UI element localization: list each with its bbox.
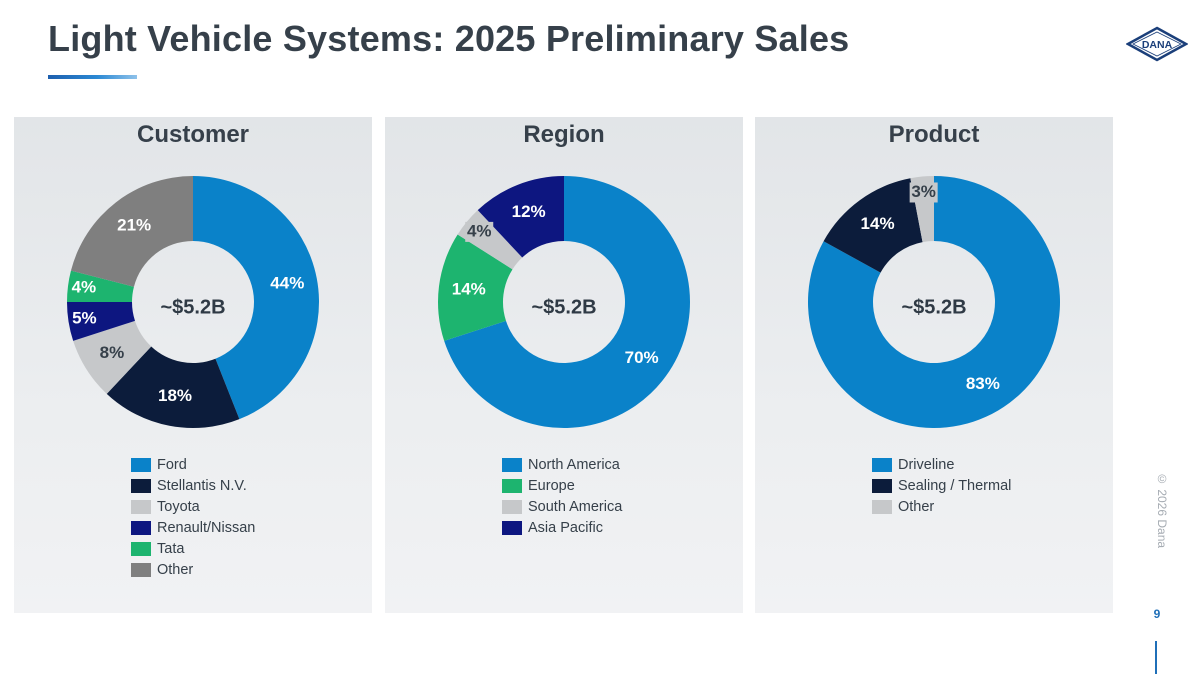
logo-text: DANA bbox=[1142, 39, 1173, 51]
legend-label: Tata bbox=[157, 540, 185, 557]
page-number-bar bbox=[1155, 641, 1157, 674]
title-underline bbox=[48, 75, 137, 79]
customer-slice-renault-nissan bbox=[67, 302, 135, 341]
customer-value-label-stellantis-n-v: 18% bbox=[158, 386, 192, 405]
region-legend: North America Europe South America Asia Pac… bbox=[502, 454, 622, 538]
customer-donut-chart: ~$5.2B 44% 18% 8%5% 4% 21% bbox=[67, 176, 320, 428]
legend-label: Renault/Nissan bbox=[157, 519, 256, 536]
customer-value-label-toyota: 8% bbox=[100, 343, 125, 362]
region-slice-europe bbox=[438, 234, 513, 341]
legend-swatch bbox=[131, 541, 151, 556]
customer-legend-item-tata: Tata bbox=[131, 538, 255, 559]
legend-swatch bbox=[502, 457, 522, 472]
legend-label: Europe bbox=[528, 477, 575, 494]
region-value-label-north-america: 70% bbox=[625, 348, 659, 367]
legend-label: Other bbox=[157, 561, 194, 578]
product-value-label-driveline: 83% bbox=[966, 374, 1000, 393]
legend-label: Driveline bbox=[898, 456, 955, 473]
legend-swatch bbox=[502, 478, 522, 493]
legend-swatch bbox=[872, 499, 892, 514]
product-value-label-other: 3% bbox=[911, 182, 936, 201]
customer-legend-item-toyota: Toyota bbox=[131, 496, 255, 517]
region-donut-chart: ~$5.2B 70% 14% 4% 12% bbox=[438, 176, 690, 429]
region-legend-item-europe: Europe bbox=[502, 475, 622, 496]
customer-legend-item-stellantis-n-v: Stellantis N.V. bbox=[131, 475, 255, 496]
customer-slice-other bbox=[70, 176, 193, 287]
customer-value-label-renault-nissan: 5% bbox=[72, 309, 97, 328]
customer-value-label-other: 21% bbox=[117, 216, 151, 235]
region-slice-asia-pacific bbox=[477, 176, 564, 258]
region-chart-title: Region bbox=[523, 121, 605, 148]
legend-label: North America bbox=[528, 456, 620, 473]
customer-value-label-ford: 44% bbox=[270, 273, 304, 292]
legend-swatch bbox=[131, 499, 151, 514]
product-label-bg-other bbox=[909, 182, 938, 203]
region-value-label-europe: 14% bbox=[452, 279, 486, 298]
dana-logo: DANA bbox=[1126, 26, 1188, 62]
region-legend-item-south-america: South America bbox=[502, 496, 622, 517]
customer-legend-item-ford: Ford bbox=[131, 454, 255, 475]
legend-label: Toyota bbox=[157, 498, 200, 515]
customer-legend-item-other: Other bbox=[131, 559, 255, 580]
product-donut-chart: ~$5.2B 83% 14% 3% bbox=[808, 176, 1060, 428]
product-chart-title: Product bbox=[888, 121, 980, 148]
legend-swatch bbox=[131, 478, 151, 493]
legend-swatch bbox=[502, 499, 522, 514]
region-label-bg-south-america bbox=[465, 221, 494, 242]
customer-panel: Customer ~$5.2B 44% 18% 8% 5% 4% 21% Ford Stel… bbox=[14, 117, 372, 613]
customer-value-label-tata: 4% bbox=[72, 278, 97, 297]
legend-swatch bbox=[131, 562, 151, 577]
legend-label: Sealing / Thermal bbox=[898, 477, 1012, 494]
region-center-label: ~$5.2B bbox=[531, 296, 596, 318]
region-slice-north-america bbox=[444, 176, 690, 429]
legend-label: Other bbox=[898, 498, 935, 515]
product-value-label-sealing-thermal: 14% bbox=[861, 214, 895, 233]
product-legend-item-sealing-thermal: Sealing / Thermal bbox=[872, 475, 1011, 496]
region-legend-item-north-america: North America bbox=[502, 454, 622, 475]
product-legend-item-driveline: Driveline bbox=[872, 454, 1011, 475]
legend-swatch bbox=[131, 520, 151, 535]
product-center-label: ~$5.2B bbox=[901, 296, 966, 318]
product-panel: Product ~$5.2B 83% 14% 3% Driveline Sealing… bbox=[755, 117, 1113, 613]
legend-label: Ford bbox=[157, 456, 187, 473]
legend-swatch bbox=[872, 457, 892, 472]
customer-legend: Ford Stellantis N.V. Toyota Renault/Nissan T… bbox=[131, 454, 255, 580]
product-slice-sealing-thermal bbox=[823, 178, 923, 273]
copyright-notice: © 2026 Dana bbox=[1155, 472, 1169, 549]
product-legend: Driveline Sealing / Thermal Other bbox=[872, 454, 1011, 517]
legend-label: Asia Pacific bbox=[528, 519, 603, 536]
region-panel: Region ~$5.2B 70% 14% 4% 12% North America E… bbox=[385, 117, 743, 613]
customer-slice-ford bbox=[193, 176, 320, 420]
page-title: Light Vehicle Systems: 2025 Preliminary … bbox=[48, 18, 850, 59]
customer-chart-title: Customer bbox=[136, 121, 250, 148]
legend-label: Stellantis N.V. bbox=[157, 477, 247, 494]
customer-slice-toyota bbox=[73, 320, 152, 394]
legend-label: South America bbox=[528, 498, 623, 515]
customer-slice-tata bbox=[67, 270, 134, 302]
legend-swatch bbox=[502, 520, 522, 535]
product-legend-item-other: Other bbox=[872, 496, 1011, 517]
page-number: 9 bbox=[1153, 607, 1161, 621]
region-value-label-south-america: 4% bbox=[467, 221, 492, 240]
region-value-label-asia-pacific: 12% bbox=[512, 202, 546, 221]
customer-center-label: ~$5.2B bbox=[160, 296, 225, 318]
customer-legend-item-renault-nissan: Renault/Nissan bbox=[131, 517, 255, 538]
customer-slice-stellantis-n-v bbox=[106, 346, 240, 428]
product-slice-driveline bbox=[808, 176, 1060, 428]
legend-swatch bbox=[131, 457, 151, 472]
legend-swatch bbox=[872, 478, 892, 493]
region-legend-item-asia-pacific: Asia Pacific bbox=[502, 517, 622, 538]
